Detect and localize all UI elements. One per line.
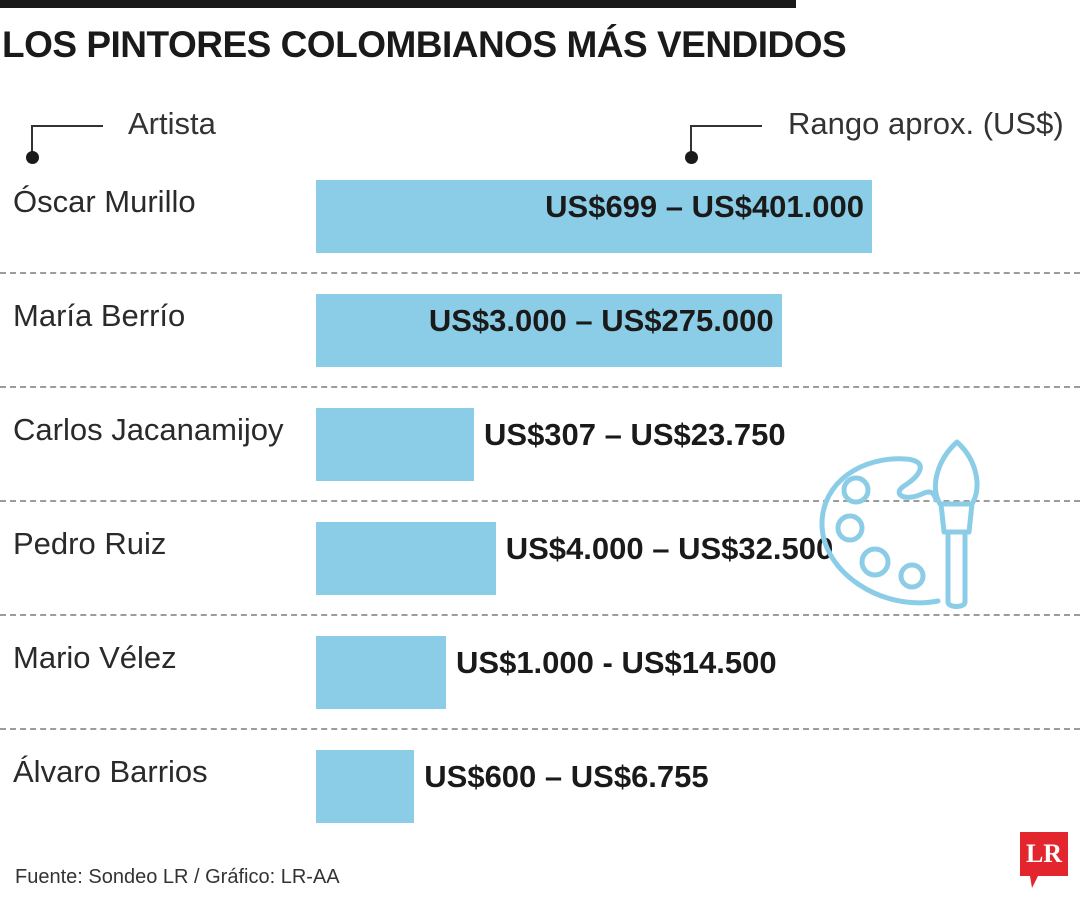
artist-name: Óscar Murillo xyxy=(13,184,196,219)
range-label: US$600 – US$6.755 xyxy=(424,759,709,794)
chart-row: Óscar Murillo US$699 – US$401.000 xyxy=(0,170,1080,284)
row-separator xyxy=(0,386,1080,388)
bar xyxy=(316,294,782,367)
top-rule xyxy=(0,0,796,8)
source-note: Fuente: Sondeo LR / Gráfico: LR-AA xyxy=(15,866,340,888)
artist-name: Pedro Ruiz xyxy=(13,526,167,561)
row-separator xyxy=(0,614,1080,616)
row-separator xyxy=(0,728,1080,730)
chart-row: Pedro Ruiz US$4.000 – US$32.500 xyxy=(0,512,1080,626)
artist-pointer-dot xyxy=(26,151,39,164)
paintbrush-icon xyxy=(933,439,980,609)
chart-row: Carlos Jacanamijoy US$307 – US$23.750 xyxy=(0,398,1080,512)
palette-icon xyxy=(819,439,980,609)
range-pointer-dot xyxy=(685,151,698,164)
lr-logo: LR xyxy=(1020,832,1068,888)
bar-chart: Óscar Murillo US$699 – US$401.000 María Be… xyxy=(0,170,1080,835)
lr-logo-text: LR xyxy=(1025,839,1063,868)
range-label: US$4.000 – US$32.500 xyxy=(505,531,834,566)
artist-name: Mario Vélez xyxy=(13,640,177,675)
chart-row: Mario Vélez US$1.000 - US$14.500 xyxy=(0,626,1080,740)
row-separator xyxy=(0,500,1080,502)
row-separator xyxy=(0,272,1080,274)
bar xyxy=(316,636,447,709)
artist-name: María Berrío xyxy=(13,298,186,333)
range-pointer-stem xyxy=(690,125,692,157)
bar xyxy=(316,180,872,253)
artist-name: Álvaro Barrios xyxy=(13,754,208,789)
range-label: US$307 – US$23.750 xyxy=(484,417,786,452)
range-label: US$1.000 - US$14.500 xyxy=(456,645,777,680)
artist-name: Carlos Jacanamijoy xyxy=(13,412,284,447)
chart-row: María Berrío US$3.000 – US$275.000 xyxy=(0,284,1080,398)
artist-column-header: Artista xyxy=(128,106,216,141)
range-column-header: Rango aprox. (US$) xyxy=(788,106,1064,141)
bar xyxy=(316,750,415,823)
bar xyxy=(316,522,496,595)
range-label: US$699 – US$401.000 xyxy=(545,189,864,224)
bar xyxy=(316,408,474,481)
artist-pointer-stem xyxy=(31,125,33,157)
chart-row: Álvaro Barrios US$600 – US$6.755 xyxy=(0,740,1080,854)
chart-title: LOS PINTORES COLOMBIANOS MÁS VENDIDOS xyxy=(2,24,847,65)
artist-pointer-line xyxy=(31,125,103,127)
range-pointer-line xyxy=(690,125,762,127)
range-label: US$3.000 – US$275.000 xyxy=(428,303,774,338)
